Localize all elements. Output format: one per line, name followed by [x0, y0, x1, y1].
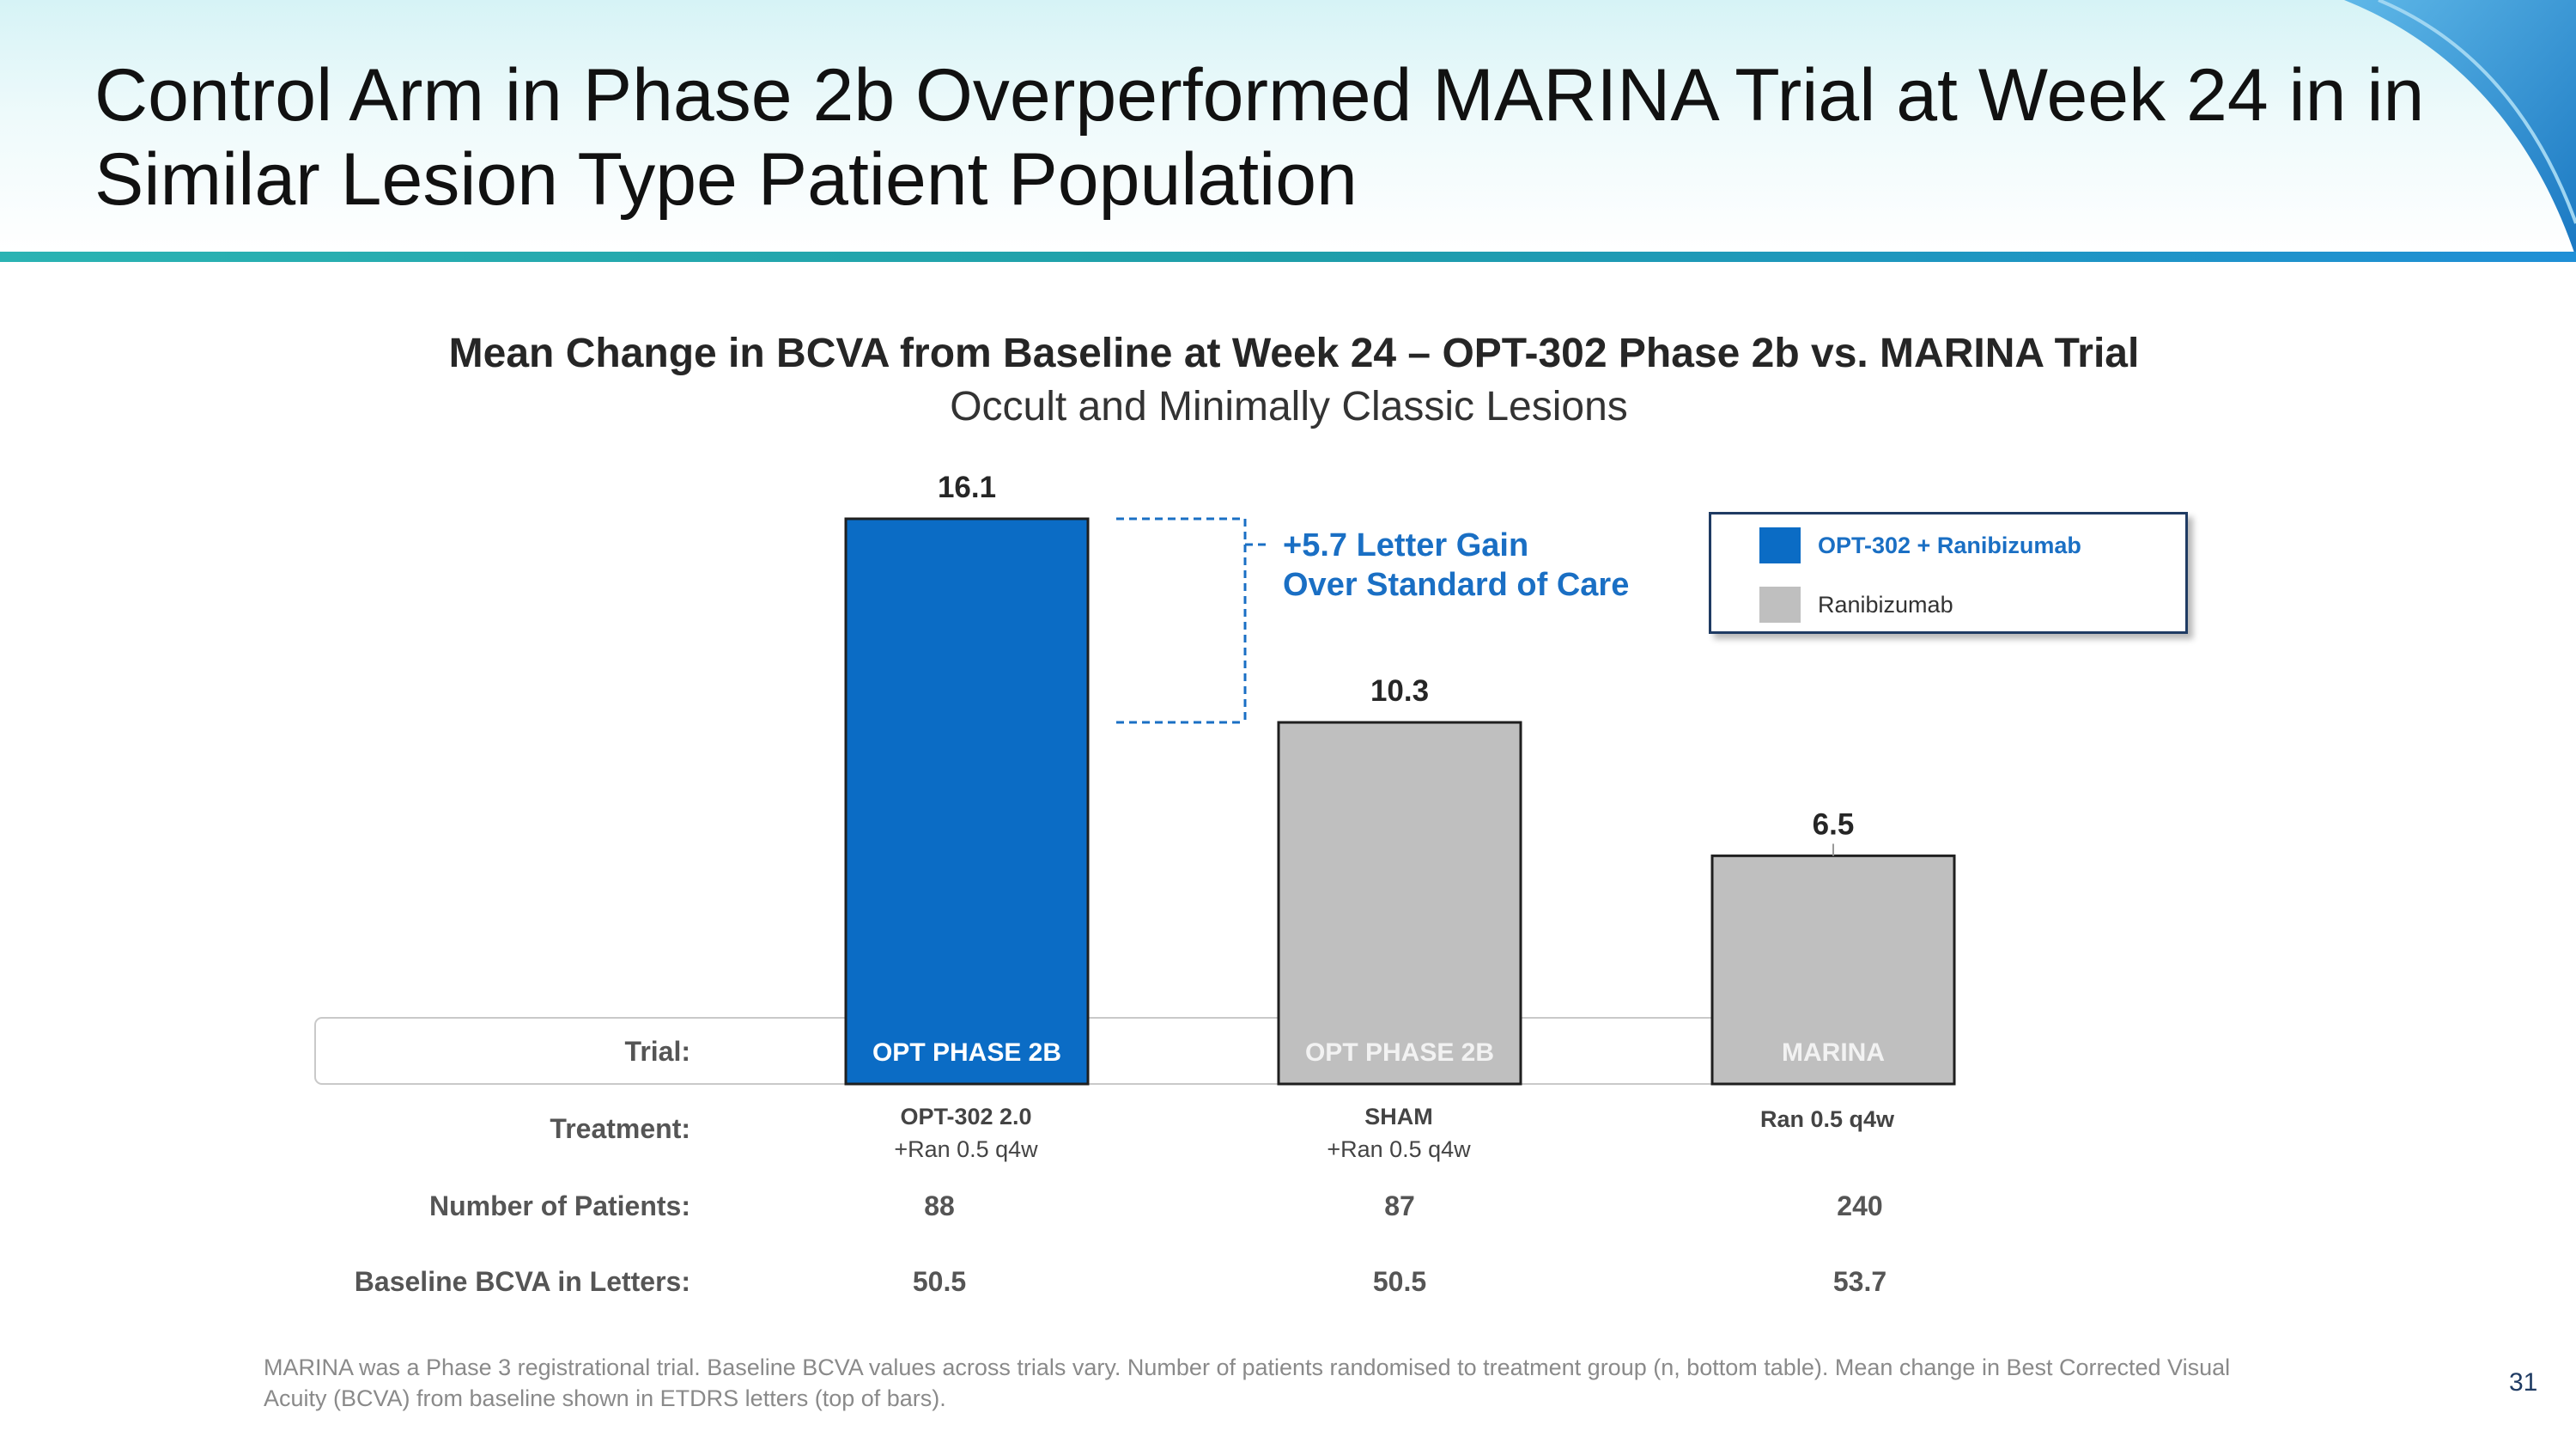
header-swoosh: [2344, 0, 2576, 258]
legend-swatch-ranibizumab: [1759, 587, 1801, 623]
bar-1: [844, 517, 1090, 1086]
treatment-cell-1-line2: +Ran 0.5 q4w: [894, 1136, 1038, 1162]
trial-label-2: OPT PHASE 2B: [1305, 1038, 1494, 1067]
patients-cell-3: 240: [1837, 1190, 1883, 1221]
baseline-cell-3: 53.7: [1832, 1266, 1887, 1297]
row-label-trial: Trial:: [624, 1036, 690, 1067]
treatment-cell-3-line1: Ran 0.5 q4w: [1759, 1106, 1895, 1132]
row-label-treatment: Treatment:: [550, 1113, 690, 1144]
treatment-cell-1-line1: OPT-302 2.0: [900, 1104, 1032, 1129]
bar-value-label-1: 16.1: [938, 471, 996, 504]
baseline-cell-1: 50.5: [912, 1266, 967, 1297]
bar-value-label-3: 6.5: [1813, 807, 1855, 841]
row-label-baseline: Baseline BCVA in Letters:: [354, 1266, 690, 1297]
legend-swatch-opt302: [1759, 527, 1801, 563]
patients-cell-1: 88: [924, 1190, 955, 1221]
legend-item-opt302: OPT-302 + Ranibizumab: [1759, 527, 2081, 563]
treatment-cell-1: OPT-302 2.0 +Ran 0.5 q4w: [794, 1100, 1138, 1166]
trial-label-3: MARINA: [1782, 1038, 1885, 1067]
bar-value-label-2: 10.3: [1370, 674, 1429, 708]
bar-chart: 16.1 OPT PHASE 2B 10.3 OPT PHASE 2B 6.5 MARIN…: [314, 471, 1956, 1086]
baseline-cell-2: 50.5: [1372, 1266, 1427, 1297]
treatment-cell-2-line2: +Ran 0.5 q4w: [1327, 1136, 1471, 1162]
treatment-cell-3: Ran 0.5 q4w: [1656, 1103, 1999, 1135]
legend-label-opt302: OPT-302 + Ranibizumab: [1818, 532, 2081, 558]
gain-callout-line1: +5.7 Letter Gain: [1283, 527, 1529, 563]
bar-3: [1710, 854, 1956, 1086]
treatment-cell-2: SHAM +Ran 0.5 q4w: [1227, 1100, 1571, 1166]
chart-title: Mean Change in BCVA from Baseline at Wee…: [448, 331, 2140, 376]
header-band: [0, 0, 2576, 254]
patients-cell-2: 87: [1384, 1190, 1415, 1221]
chart-subtitle: Occult and Minimally Classic Lesions: [950, 384, 1628, 429]
legend-label-ranibizumab: Ranibizumab: [1818, 591, 1953, 618]
legend: OPT-302 + Ranibizumab Ranibizumab: [1709, 512, 2188, 634]
slide-title: Control Arm in Phase 2b Overperformed MA…: [94, 54, 2425, 221]
gain-callout: +5.7 Letter Gain Over Standard of Care: [1283, 526, 1629, 605]
bar-2: [1277, 721, 1522, 1086]
gain-callout-line2: Over Standard of Care: [1283, 567, 1630, 603]
row-label-patients: Number of Patients:: [428, 1190, 690, 1221]
treatment-cell-2-line1: SHAM: [1364, 1104, 1433, 1129]
trial-label-1: OPT PHASE 2B: [872, 1038, 1061, 1067]
legend-item-ranibizumab: Ranibizumab: [1759, 587, 1953, 623]
footnote: MARINA was a Phase 3 registrational tria…: [264, 1355, 2231, 1411]
page-number: 31: [2509, 1368, 2538, 1397]
header-rule: [0, 252, 2576, 262]
